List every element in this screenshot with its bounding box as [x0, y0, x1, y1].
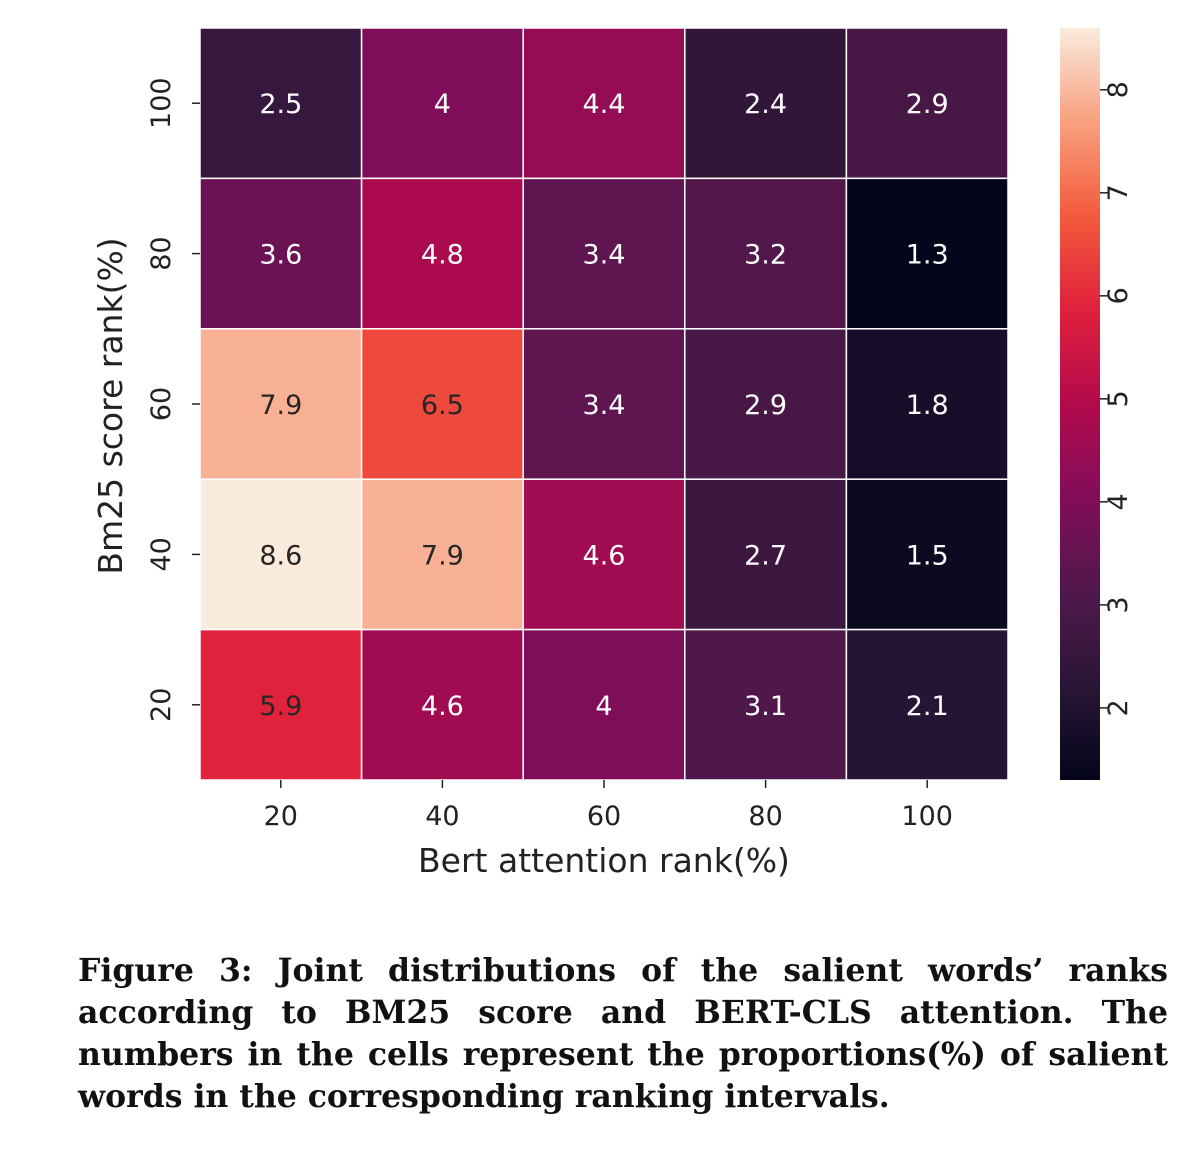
- cell-value-label: 2.5: [259, 89, 302, 120]
- cell-value-label: 4: [595, 691, 612, 722]
- y-tick-label: 40: [146, 537, 177, 571]
- y-axis: 100 80 60 40 20: [146, 77, 200, 722]
- x-tick-label: 20: [264, 801, 298, 832]
- cell-value-label: 4.6: [583, 540, 626, 571]
- y-tick-label: 80: [146, 236, 177, 270]
- heatmap-cells: [199, 27, 1009, 781]
- colorbar-tick-label: 3: [1103, 596, 1134, 613]
- cell-value-label: 8.6: [259, 540, 302, 571]
- heatmap-cell: [845, 328, 1009, 480]
- heatmap-cell: [522, 328, 686, 480]
- heatmap-cell: [199, 628, 363, 781]
- cell-annotations: 2.5 4 4.4 2.4 2.9 3.6 4.8 3.4 3.2 1.3 7.9 6.5 3.4 2.9…: [259, 89, 948, 722]
- cell-value-label: 1.8: [906, 390, 949, 421]
- heatmap-cell: [360, 478, 524, 631]
- colorbar-tick-label: 8: [1103, 81, 1134, 98]
- heatmap-cell: [684, 478, 848, 631]
- cell-value-label: 4.4: [583, 89, 626, 120]
- cell-value-label: 1.3: [906, 240, 949, 271]
- cell-value-label: 2.9: [744, 390, 787, 421]
- heatmap-cell: [522, 177, 686, 330]
- cell-value-label: 4: [434, 89, 451, 120]
- colorbar-tick-label: 2: [1103, 699, 1134, 716]
- heatmap-cell: [360, 628, 524, 781]
- cell-value-label: 5.9: [259, 691, 302, 722]
- figure-caption: Figure 3: Joint distributions of the sal…: [78, 952, 1168, 1115]
- colorbar-tick-label: 6: [1103, 287, 1134, 304]
- heatmap-cell: [522, 27, 686, 180]
- cell-value-label: 3.2: [744, 240, 787, 271]
- heatmap-cell: [522, 628, 686, 781]
- cell-value-label: 4.8: [421, 240, 464, 271]
- x-tick-label: 100: [901, 801, 953, 832]
- heatmap-cell: [360, 27, 524, 180]
- heatmap-cell: [684, 27, 848, 180]
- colorbar-tick-label: 7: [1103, 184, 1134, 201]
- heatmap-cell: [199, 27, 363, 180]
- heatmap-cell: [845, 628, 1009, 781]
- y-tick-label: 100: [146, 77, 177, 129]
- cell-value-label: 3.1: [744, 691, 787, 722]
- heatmap-cell: [845, 478, 1009, 631]
- x-axis-label: Bert attention rank(%): [418, 841, 790, 880]
- heatmap-cell: [684, 328, 848, 480]
- heatmap-chart: 2.5 4 4.4 2.4 2.9 3.6 4.8 3.4 3.2 1.3 7.9 6.5 3.4 2.9…: [91, 27, 1134, 880]
- cell-value-label: 6.5: [421, 390, 464, 421]
- y-tick-label: 60: [146, 387, 177, 421]
- heatmap-cell: [845, 27, 1009, 180]
- cell-value-label: 7.9: [421, 540, 464, 571]
- cell-value-label: 2.1: [906, 691, 949, 722]
- colorbar-tick-label: 5: [1103, 390, 1134, 407]
- cell-value-label: 2.9: [906, 89, 949, 120]
- cell-value-label: 3.6: [259, 240, 302, 271]
- cell-value-label: 3.4: [583, 240, 626, 271]
- x-tick-label: 40: [425, 801, 459, 832]
- heatmap-cell: [845, 177, 1009, 330]
- heatmap-cell: [522, 478, 686, 631]
- x-tick-label: 60: [587, 801, 621, 832]
- colorbar-tick-label: 4: [1103, 493, 1134, 510]
- cell-value-label: 2.4: [744, 89, 787, 120]
- colorbar: [1060, 28, 1100, 780]
- heatmap-cell: [360, 328, 524, 480]
- cell-value-label: 3.4: [583, 390, 626, 421]
- x-axis: 20 40 60 80 100: [264, 780, 953, 832]
- heatmap-cell: [199, 177, 363, 330]
- cell-value-label: 4.6: [421, 691, 464, 722]
- cell-value-label: 1.5: [906, 540, 949, 571]
- cell-value-label: 2.7: [744, 540, 787, 571]
- x-tick-label: 80: [748, 801, 782, 832]
- colorbar-ticks: 2 3 4 5 6 7 8: [1100, 81, 1134, 716]
- y-axis-label: Bm25 score rank(%): [91, 237, 130, 574]
- cell-value-label: 7.9: [259, 390, 302, 421]
- y-tick-label: 20: [146, 688, 177, 722]
